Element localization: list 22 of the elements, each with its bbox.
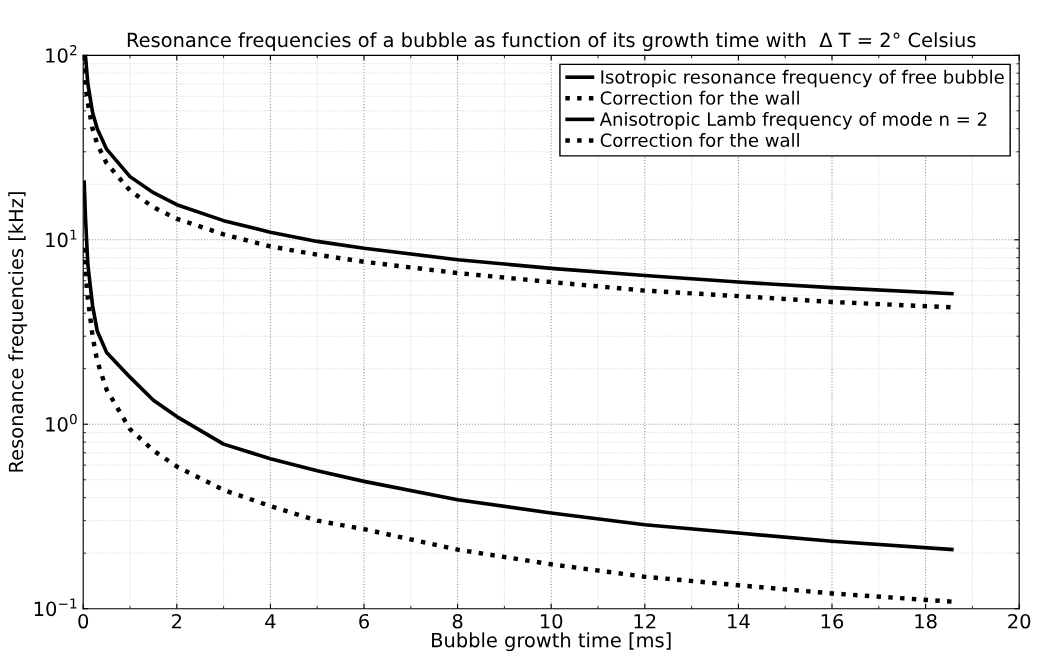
x-tick-label: 6 [359,613,369,629]
x-tick-label: 20 [1008,613,1031,629]
x-tick-label: 12 [634,613,656,629]
x-axis-title: Bubble growth time [ms] [432,632,671,651]
x-tick-label: 8 [452,613,463,629]
chart-title: Resonance frequencies of a bubble as function of its growth time with Δ T = 2° Celsius [127,32,976,52]
x-tick-label: 0 [78,613,89,629]
x-tick-label: 14 [728,614,750,629]
legend-label: Correction for the wall [600,133,799,148]
x-tick-label: 16 [821,613,844,629]
y-tick-label: 10$^{−1}$ [34,598,77,617]
y-tick-label: 10$^{2}$ [46,45,77,63]
y-tick-label: 10$^{0}$ [46,413,77,432]
legend-label: Correction for the wall [600,90,799,105]
x-tick-label: 4 [265,614,276,629]
x-tick-label: 10 [540,613,563,629]
y-axis-title: Resonance frequencies [kHz] [8,192,28,472]
legend-label: Isotropic resonance frequency of free bubble [601,69,1004,88]
x-tick-label: 18 [915,613,937,629]
y-tick-label: 10$^{1}$ [46,229,77,248]
legend-label: Anisotropic Lamb frequency of mode n = 2 [599,111,987,130]
x-tick-label: 2 [172,613,182,629]
